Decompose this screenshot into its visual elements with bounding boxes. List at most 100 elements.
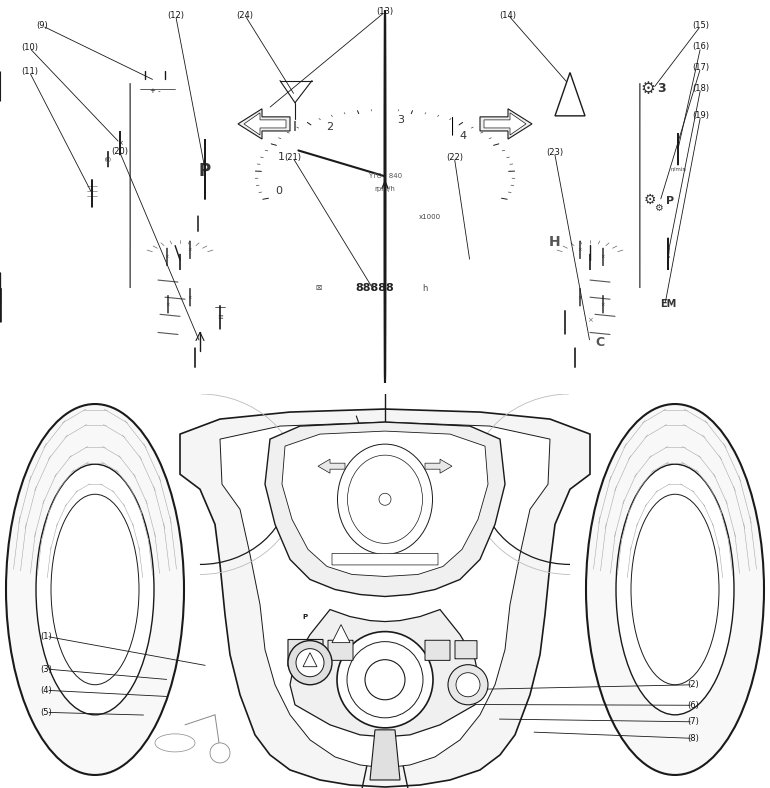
Text: (23): (23) (546, 147, 563, 157)
Text: ×: × (166, 302, 170, 307)
FancyBboxPatch shape (332, 553, 438, 565)
Text: C: C (595, 336, 604, 349)
Text: P: P (303, 614, 307, 619)
Polygon shape (484, 113, 526, 135)
Text: 88888: 88888 (356, 283, 394, 293)
Polygon shape (265, 422, 505, 597)
Text: (5): (5) (40, 708, 52, 717)
Text: 4: 4 (459, 131, 467, 141)
Text: (10): (10) (21, 43, 38, 52)
Ellipse shape (6, 404, 184, 775)
Text: 2: 2 (326, 122, 333, 132)
Ellipse shape (210, 743, 230, 763)
Text: P: P (435, 622, 439, 627)
Polygon shape (290, 610, 480, 737)
Polygon shape (282, 431, 488, 577)
Polygon shape (370, 730, 400, 780)
Text: 1: 1 (278, 152, 285, 162)
Ellipse shape (36, 464, 154, 715)
Text: P: P (199, 162, 211, 180)
Text: ×: × (578, 295, 582, 299)
Text: ×: × (188, 247, 192, 252)
Text: h: h (422, 284, 427, 292)
Text: ×: × (601, 302, 605, 307)
Text: (3): (3) (40, 664, 52, 674)
Text: (9): (9) (36, 21, 49, 31)
Polygon shape (180, 409, 590, 787)
Text: ⚙: ⚙ (641, 80, 655, 98)
Ellipse shape (448, 665, 488, 704)
Ellipse shape (296, 649, 324, 677)
Text: (22): (22) (446, 153, 463, 162)
Text: (2): (2) (687, 680, 699, 690)
Polygon shape (238, 109, 290, 139)
Text: (20): (20) (111, 147, 128, 156)
Text: 88888: 88888 (374, 552, 396, 557)
Text: (19): (19) (692, 111, 709, 120)
Text: P: P (666, 196, 674, 206)
Ellipse shape (337, 444, 433, 555)
Text: ⚙: ⚙ (654, 203, 662, 213)
Text: (13): (13) (377, 7, 393, 17)
Text: (14): (14) (500, 10, 517, 20)
FancyBboxPatch shape (288, 640, 323, 667)
Text: ⚙: ⚙ (644, 192, 656, 206)
FancyBboxPatch shape (425, 641, 450, 660)
Text: (7): (7) (687, 717, 699, 727)
Text: n/min: n/min (670, 167, 686, 172)
Ellipse shape (288, 641, 332, 685)
Ellipse shape (347, 455, 423, 544)
FancyBboxPatch shape (455, 641, 477, 659)
Ellipse shape (456, 673, 480, 697)
Ellipse shape (337, 632, 433, 728)
Text: !: ! (665, 247, 671, 261)
Text: (18): (18) (692, 84, 709, 93)
Text: (4): (4) (40, 686, 52, 695)
Text: (17): (17) (692, 63, 709, 72)
Text: (11): (11) (21, 67, 38, 76)
Text: (15): (15) (692, 21, 709, 31)
Ellipse shape (365, 660, 405, 700)
Text: (1): (1) (40, 632, 52, 641)
Polygon shape (303, 652, 317, 667)
Text: (16): (16) (692, 43, 709, 51)
Text: !: ! (340, 634, 342, 639)
Text: ≡: ≡ (217, 314, 223, 321)
Ellipse shape (379, 493, 391, 505)
Ellipse shape (616, 464, 734, 715)
Text: (6): (6) (687, 701, 699, 710)
Text: ×: × (578, 247, 582, 252)
Text: (21): (21) (284, 153, 301, 162)
Text: (8): (8) (687, 734, 699, 743)
Text: EM: EM (660, 299, 676, 309)
Text: (12): (12) (167, 10, 184, 20)
Ellipse shape (384, 10, 386, 383)
Polygon shape (425, 459, 452, 474)
Text: rpm/h: rpm/h (374, 187, 396, 192)
Text: ×: × (601, 255, 605, 259)
Ellipse shape (586, 404, 764, 775)
Text: YTO : 840: YTO : 840 (368, 173, 402, 180)
Text: ×: × (165, 255, 169, 259)
Ellipse shape (631, 494, 719, 685)
Text: H: H (549, 235, 561, 249)
Text: !: ! (567, 95, 573, 107)
Text: 0: 0 (275, 186, 283, 196)
Text: 3: 3 (397, 115, 403, 125)
Polygon shape (480, 109, 532, 139)
Polygon shape (244, 113, 286, 135)
Text: ×: × (188, 295, 192, 299)
Text: ☒: ☒ (315, 285, 321, 291)
Polygon shape (332, 625, 350, 643)
Ellipse shape (347, 641, 423, 718)
Text: x1000: x1000 (419, 214, 441, 220)
Text: ×: × (117, 140, 123, 146)
FancyBboxPatch shape (328, 641, 353, 660)
Text: (0): (0) (105, 157, 112, 162)
Ellipse shape (51, 494, 139, 685)
Text: 3: 3 (658, 82, 666, 95)
Polygon shape (318, 459, 345, 474)
Text: ×: × (587, 318, 593, 323)
Polygon shape (555, 72, 585, 116)
Text: + -: + - (149, 87, 160, 94)
